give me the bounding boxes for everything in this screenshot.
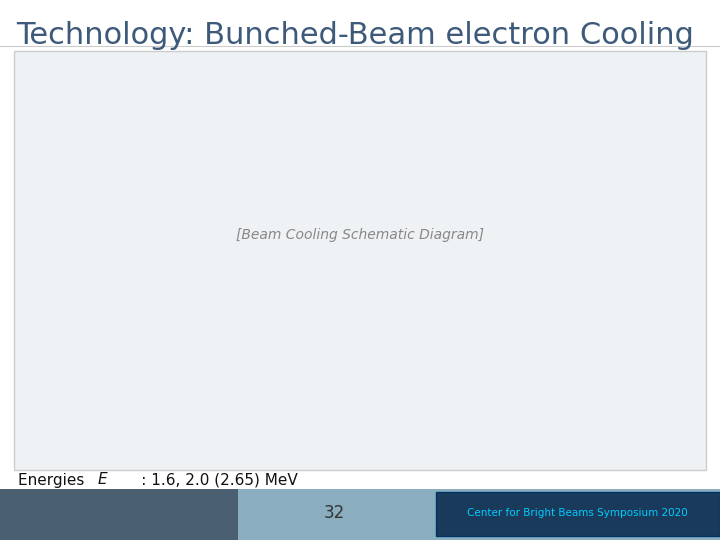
Text: Momentum dp/p : 5×10: Momentum dp/p : 5×10 [18,512,201,528]
Text: −4: −4 [279,507,294,517]
Text: E: E [97,472,107,488]
Text: Center for Bright Beams Symposium 2020: Center for Bright Beams Symposium 2020 [467,508,688,518]
FancyBboxPatch shape [0,489,238,540]
FancyBboxPatch shape [14,51,706,470]
Text: avg: avg [139,497,158,508]
Text: Energies: Energies [18,472,89,488]
FancyBboxPatch shape [439,489,720,540]
Text: Avg. current: Avg. current [18,492,116,508]
Text: I: I [128,492,132,508]
Text: 32: 32 [324,504,346,522]
Text: Technology: Bunched-Beam electron Cooling: Technology: Bunched-Beam electron Coolin… [16,21,693,50]
Text: : 1.6, 2.0 (2.65) MeV: : 1.6, 2.0 (2.65) MeV [112,472,297,488]
Text: : 27 mA: : 27 mA [174,492,238,508]
Text: Luminosity gain  : 4×: Luminosity gain : 4× [18,532,181,540]
FancyBboxPatch shape [436,492,720,536]
Text: [Beam Cooling Schematic Diagram]: [Beam Cooling Schematic Diagram] [236,228,484,242]
FancyBboxPatch shape [238,489,439,540]
